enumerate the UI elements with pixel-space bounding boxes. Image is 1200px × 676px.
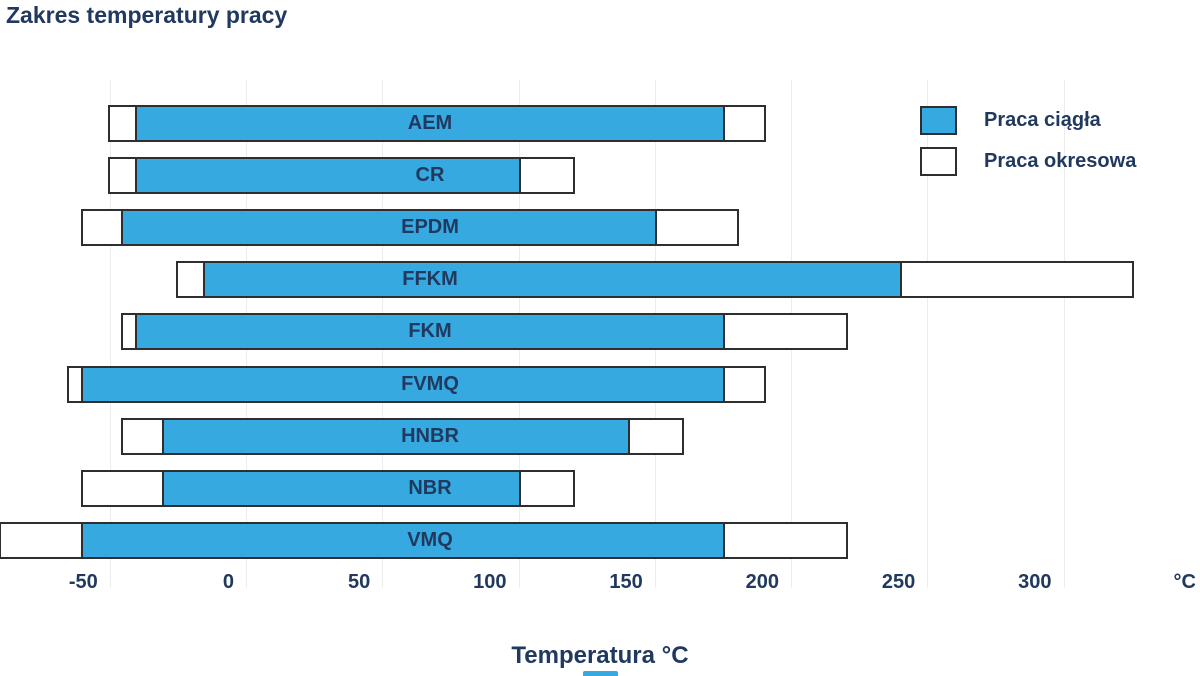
bar-continuous-nbr	[162, 471, 521, 505]
legend-swatch-intermittent	[920, 147, 957, 176]
bar-label-hnbr: HNBR	[401, 424, 459, 447]
x-tick-label-100: 100	[473, 571, 507, 593]
bottom-blue-strip	[583, 671, 618, 676]
bar-label-vmq: VMQ	[407, 528, 453, 551]
bar-label-epdm: EPDM	[401, 216, 459, 239]
bar-continuous-epdm	[121, 211, 657, 245]
bar-continuous-ffkm	[203, 263, 902, 297]
legend-item-intermittent: Praca okresowa	[920, 147, 1136, 176]
x-tick-label-250: 250	[881, 571, 916, 593]
x-tick-label-50: 50	[348, 571, 371, 593]
bar-continuous-vmq	[80, 523, 725, 557]
gridline-250	[927, 80, 929, 588]
legend: Praca ciągła Praca okresowa	[920, 106, 1136, 188]
gridline--50	[109, 80, 111, 588]
bar-continuous-aem	[135, 107, 725, 140]
bar-intermittent-fvmq	[66, 365, 766, 403]
bar-intermittent-vmq	[0, 521, 848, 559]
legend-label-continuous: Praca ciągła	[984, 109, 1101, 131]
x-tick-label--50: -50	[68, 571, 98, 593]
x-axis-unit-label: °C	[1173, 571, 1196, 593]
x-axis-title: Temperatura °C	[511, 642, 689, 669]
bar-label-cr: CR	[415, 164, 445, 187]
legend-swatch-continuous	[920, 106, 957, 135]
bar-continuous-fkm	[135, 315, 725, 349]
bar-intermittent-aem	[107, 105, 766, 142]
bar-label-aem: AEM	[407, 112, 453, 134]
x-tick-label-150: 150	[609, 571, 643, 593]
bar-continuous-hnbr	[162, 419, 630, 453]
legend-label-intermittent: Praca okresowa	[984, 150, 1137, 172]
gridline-300	[1063, 80, 1065, 588]
bar-intermittent-ffkm	[175, 261, 1134, 299]
bar-label-fkm: FKM	[408, 320, 452, 343]
bar-label-fvmq: FVMQ	[401, 372, 459, 395]
bar-continuous-cr	[135, 159, 521, 193]
bar-label-nbr: NBR	[408, 476, 452, 499]
bar-intermittent-fkm	[121, 313, 848, 351]
legend-item-continuous: Praca ciągła	[920, 106, 1136, 135]
bar-continuous-fvmq	[80, 367, 725, 401]
chart-title: Zakres temperatury pracy	[6, 2, 288, 28]
bar-intermittent-epdm	[80, 209, 739, 247]
bar-label-ffkm: FFKM	[402, 268, 458, 291]
x-tick-label-0: 0	[222, 571, 234, 593]
bar-intermittent-nbr	[80, 469, 575, 507]
x-tick-label-300: 300	[1018, 571, 1052, 593]
bar-intermittent-cr	[107, 157, 575, 195]
x-tick-label-200: 200	[745, 571, 779, 593]
bar-intermittent-hnbr	[121, 417, 684, 455]
